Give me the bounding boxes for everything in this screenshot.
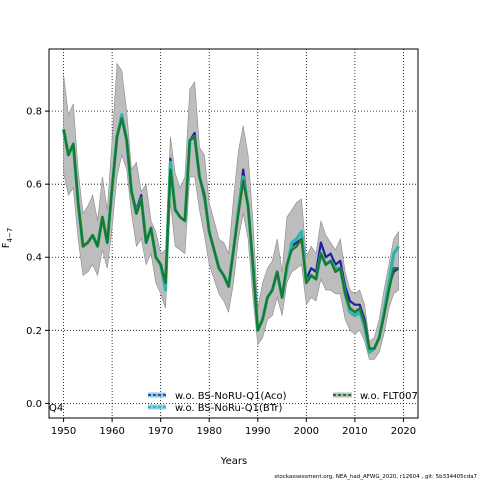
y-axis-title-subscript: 4−7 <box>6 228 14 243</box>
x-tick-label: 2020 <box>391 426 416 437</box>
legend-label-flt: w.o. FLT007 <box>360 391 418 402</box>
x-tick-label: 2000 <box>294 426 319 437</box>
svg-text:F4−7: F4−7 <box>1 228 14 249</box>
y-axis-title: F4−7 <box>1 228 14 249</box>
series-lines <box>62 113 400 354</box>
legend-item-aco: w.o. BS-NoRU-Q1(Aco) <box>148 391 287 402</box>
x-tick-label: 1960 <box>99 426 124 437</box>
x-tick-label: 1980 <box>196 426 221 437</box>
x-axis: 1950 1960 1970 1980 1990 2000 2010 2020 <box>51 418 416 437</box>
plot-frame <box>48 48 419 419</box>
y-tick-label: 0.0 <box>26 399 42 410</box>
y-axis-title-main: F <box>1 242 12 248</box>
legend-label-btr: w.o. BS-NoRu-Q1(BTr) <box>175 403 283 414</box>
y-tick-label: 0.6 <box>26 180 42 191</box>
legend-item-btr: w.o. BS-NoRu-Q1(BTr) <box>148 403 283 414</box>
x-axis-title: Years <box>220 456 247 467</box>
x-tick-label: 2010 <box>342 426 367 437</box>
x-tick-label: 1970 <box>148 426 173 437</box>
confidence-band <box>63 62 399 360</box>
y-tick-label: 0.4 <box>26 253 42 264</box>
y-tick-label: 0.8 <box>26 107 42 118</box>
legend-label-aco: w.o. BS-NoRU-Q1(Aco) <box>175 391 287 402</box>
footer-credit: stockassessment.org, NEA_had_AFWG_2020, … <box>274 474 477 480</box>
quarter-label: Q4 <box>49 403 63 414</box>
legend: w.o. BS-NoRU-Q1(Aco) w.o. BS-NoRu-Q1(BTr… <box>148 391 418 414</box>
x-tick-label: 1950 <box>51 426 76 437</box>
confidence-band-area <box>63 62 399 360</box>
series-line-flt <box>62 117 399 350</box>
y-axis: 0.0 0.2 0.4 0.6 0.8 <box>26 107 49 410</box>
legend-item-flt: w.o. FLT007 <box>333 391 418 402</box>
y-tick-label: 0.2 <box>26 326 42 337</box>
x-tick-label: 1990 <box>245 426 270 437</box>
